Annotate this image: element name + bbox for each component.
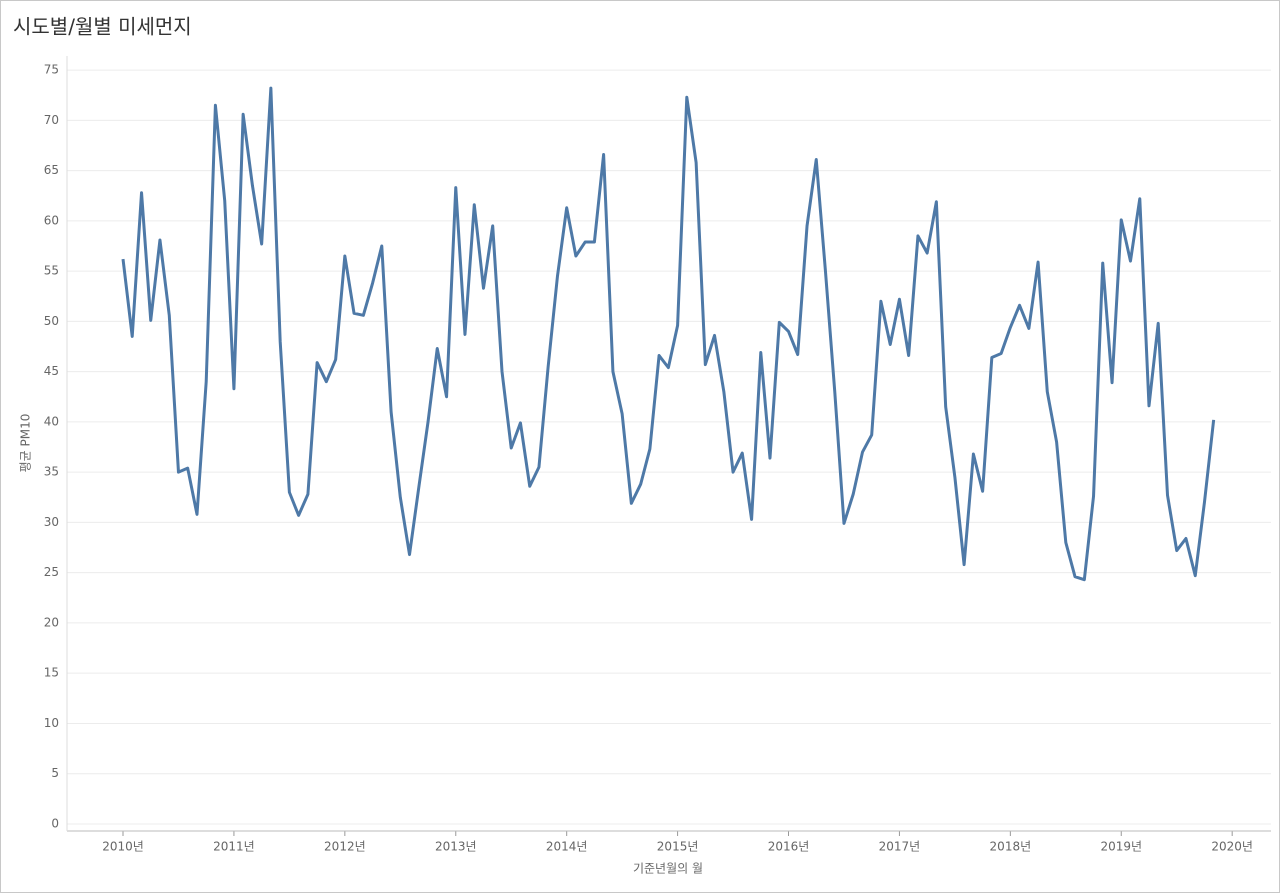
x-axis-label: 기준년월의 월 [633, 862, 703, 876]
line [121, 86, 1216, 582]
x-tick-label: 2014년 [546, 840, 588, 854]
y-tick-label: 45 [44, 364, 59, 378]
y-tick-label: 20 [44, 615, 59, 629]
x-tick-label: 2013년 [435, 840, 477, 854]
y-tick-label: 50 [44, 314, 59, 328]
y-axis-label: 평균 PM10 [19, 414, 33, 473]
y-tick-label: 0 [51, 816, 59, 830]
y-tick-label: 65 [44, 163, 59, 177]
y-tick-label: 15 [44, 666, 59, 680]
x-tick-label: 2012년 [324, 840, 366, 854]
y-tick-label: 60 [44, 213, 59, 227]
x-tick-label: 2018년 [990, 840, 1032, 854]
y-tick-label: 35 [44, 465, 59, 479]
y-tick-label: 10 [44, 716, 59, 730]
y-tick-label: 25 [44, 565, 59, 579]
x-tick-label: 2019년 [1100, 840, 1142, 854]
x-tick-label: 2010년 [102, 840, 144, 854]
x-tick-label: 2016년 [768, 840, 810, 854]
y-tick-label: 40 [44, 414, 59, 428]
chart-title: 시도별/월별 미세먼지 [13, 15, 192, 39]
x-tick-label: 2020년 [1211, 840, 1253, 854]
y-tick-label: 70 [44, 113, 59, 127]
y-tick-label: 5 [51, 766, 59, 780]
y-tick-label: 75 [44, 63, 59, 77]
y-tick-label: 30 [44, 515, 59, 529]
x-tick-label: 2015년 [657, 840, 699, 854]
y-tick-label: 55 [44, 264, 59, 278]
x-tick-label: 2017년 [879, 840, 921, 854]
x-tick-label: 2011년 [213, 840, 255, 854]
